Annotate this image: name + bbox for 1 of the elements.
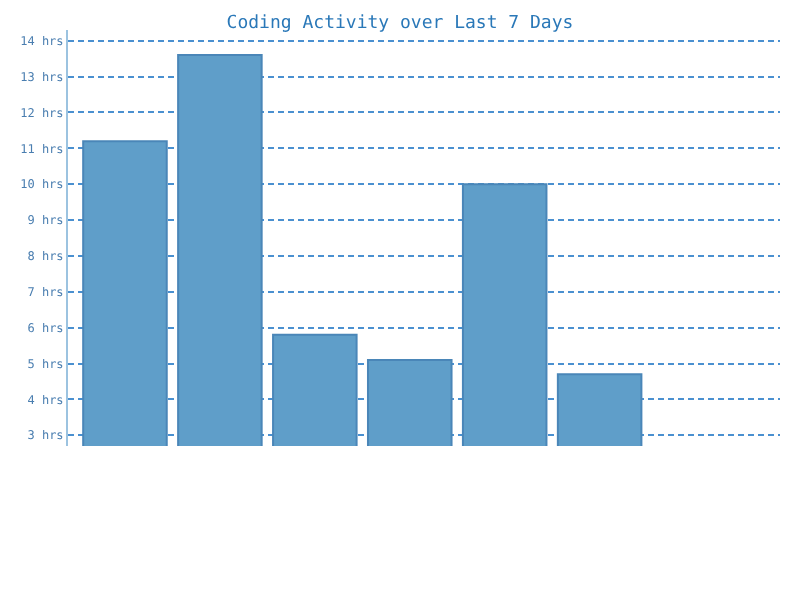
chart-title: Coding Activity over Last 7 Days xyxy=(226,13,574,34)
